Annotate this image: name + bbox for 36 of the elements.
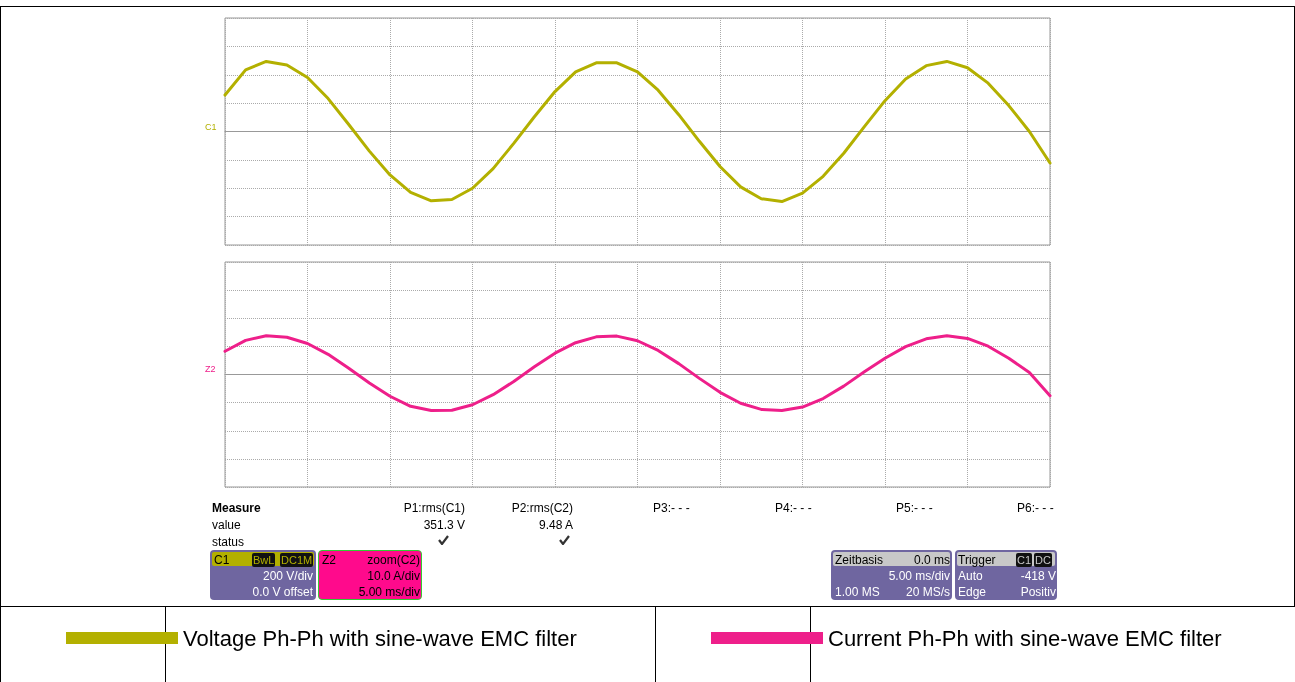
- text: DC1M: [280, 553, 314, 567]
- text: DC: [1034, 553, 1052, 567]
- text: Z2: [205, 363, 216, 376]
- text: Edge: [958, 585, 987, 599]
- text: Positiv: [1020, 585, 1056, 599]
- text: P4:- - -: [775, 501, 812, 515]
- text: 200 V/div: [262, 569, 313, 583]
- text: Voltage Ph-Ph with sine-wave EMC filter: [183, 625, 577, 651]
- text: 10.0 A/div: [367, 569, 420, 583]
- text: C1: [214, 553, 230, 567]
- text: 5.00 ms/div: [888, 569, 950, 583]
- text: C1: [205, 121, 217, 134]
- text: BwL: [252, 553, 276, 567]
- text: P1:rms(C1): [403, 501, 465, 515]
- text: zoom(C2): [367, 553, 420, 567]
- text: P3:- - -: [653, 501, 690, 515]
- text: P5:- - -: [896, 501, 933, 515]
- text: Current Ph-Ph with sine-wave EMC filter: [828, 625, 1222, 651]
- text: value: [212, 518, 241, 532]
- text: Trigger: [958, 553, 996, 567]
- text: Z2: [322, 553, 337, 567]
- text: P2:rms(C2): [511, 501, 573, 515]
- text: C1: [1016, 553, 1033, 567]
- text: 5.00 ms/div: [358, 585, 420, 599]
- text: 0.0 ms: [913, 553, 950, 567]
- text: status: [212, 535, 245, 549]
- text: 351.3 V: [423, 518, 465, 532]
- text: Zeitbasis: [835, 553, 884, 567]
- text: 0.0 V offset: [252, 585, 313, 599]
- text: P6:- - -: [1017, 501, 1054, 515]
- text: 20 MS/s: [905, 585, 950, 599]
- text: 1.00 MS: [835, 585, 880, 599]
- text: 9.48 A: [538, 518, 573, 532]
- text: Auto: [958, 569, 983, 583]
- text: Measure: [212, 501, 261, 515]
- text: -418 V: [1020, 569, 1056, 583]
